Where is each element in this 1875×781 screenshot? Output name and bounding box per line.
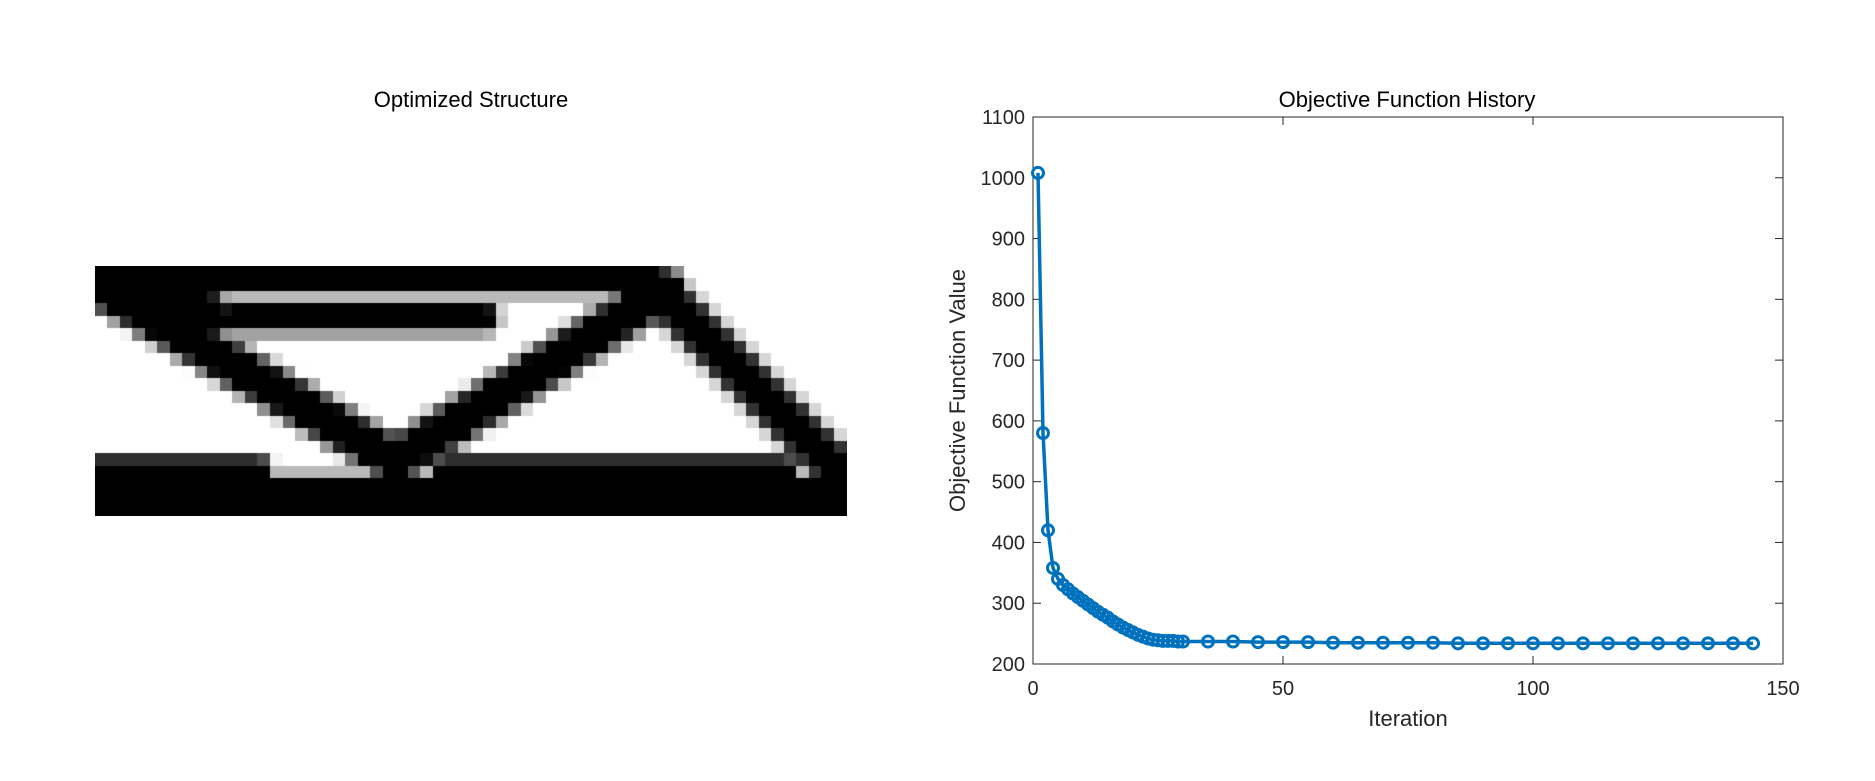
x-tick-label: 100 bbox=[1516, 678, 1549, 700]
plot-frame bbox=[1032, 116, 1784, 665]
structure-title: Optimized Structure bbox=[373, 87, 569, 112]
y-tick-label: 200 bbox=[992, 654, 1025, 676]
data-point bbox=[1576, 636, 1590, 651]
data-point bbox=[1351, 635, 1365, 650]
data-point bbox=[1676, 636, 1690, 651]
data-point bbox=[1036, 426, 1050, 441]
data-point bbox=[1201, 634, 1215, 649]
data-point bbox=[1451, 636, 1465, 651]
data-point bbox=[1701, 636, 1715, 651]
y-tick-label: 900 bbox=[992, 229, 1025, 251]
tick-labels: 0 50 100 150 200 300 400 500 600 700 800 900 1000 110… bbox=[981, 107, 1800, 700]
y-tick-label: 800 bbox=[992, 289, 1025, 311]
data-point bbox=[1551, 636, 1565, 651]
data-point bbox=[1601, 636, 1615, 651]
y-tick-label: 1000 bbox=[981, 168, 1026, 190]
data-point bbox=[1226, 634, 1240, 649]
data-point bbox=[1171, 634, 1185, 649]
data-point bbox=[1046, 560, 1060, 575]
data-point bbox=[1476, 636, 1490, 651]
axis-ticks bbox=[1032, 116, 1784, 665]
y-tick-label: 600 bbox=[992, 411, 1025, 433]
data-point bbox=[1626, 636, 1640, 651]
series-layer bbox=[1031, 165, 1760, 651]
y-tick-label: 700 bbox=[992, 350, 1025, 372]
chart-title: Objective Function History bbox=[1278, 87, 1536, 112]
x-tick-label: 50 bbox=[1272, 678, 1294, 700]
data-point bbox=[1176, 634, 1190, 649]
data-point bbox=[1501, 636, 1515, 651]
data-point bbox=[1041, 523, 1055, 538]
data-point bbox=[1726, 636, 1740, 651]
data-point bbox=[1301, 635, 1315, 650]
data-point bbox=[1526, 636, 1540, 651]
data-point bbox=[1376, 635, 1390, 650]
data-point bbox=[1746, 636, 1760, 651]
data-point bbox=[1031, 165, 1045, 180]
y-tick-label: 400 bbox=[992, 532, 1025, 554]
x-axis-label: Iteration bbox=[1368, 706, 1448, 731]
x-tick-label: 150 bbox=[1766, 678, 1799, 700]
series-line bbox=[1036, 172, 1753, 646]
data-point bbox=[1401, 635, 1415, 650]
data-point bbox=[1426, 635, 1440, 650]
y-tick-label: 300 bbox=[992, 593, 1025, 615]
data-point bbox=[1651, 636, 1665, 651]
y-tick-label: 1100 bbox=[982, 107, 1025, 129]
data-point bbox=[1276, 635, 1290, 650]
y-tick-label: 500 bbox=[992, 472, 1025, 494]
optimized-structure-image bbox=[95, 266, 847, 516]
axes-box bbox=[1032, 116, 1784, 665]
x-tick-label: 0 bbox=[1027, 678, 1038, 700]
data-point bbox=[1326, 635, 1340, 650]
y-axis-label: Objective Function Value bbox=[945, 269, 970, 512]
data-point bbox=[1251, 635, 1265, 650]
